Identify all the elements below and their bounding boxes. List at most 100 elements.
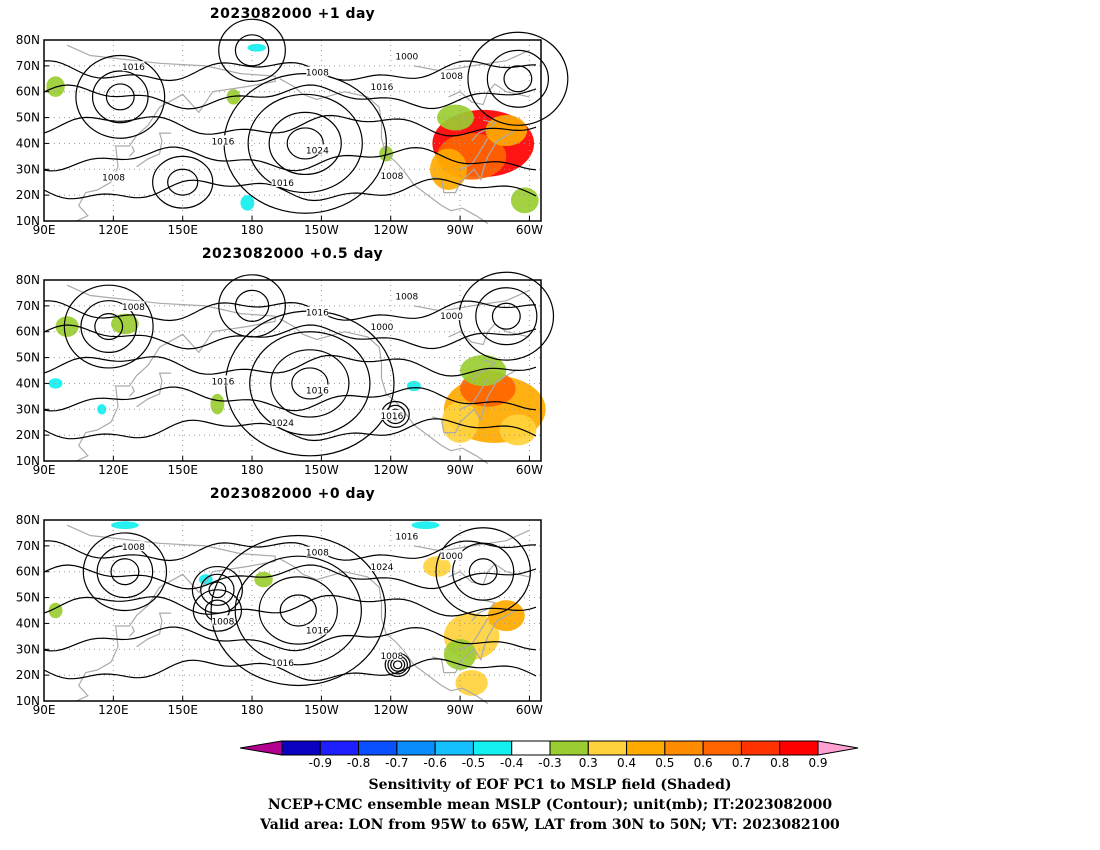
isobar-high bbox=[268, 111, 342, 176]
isobars bbox=[43, 527, 537, 687]
coastline bbox=[432, 369, 516, 434]
colorbar-swatch bbox=[664, 740, 704, 756]
isobar-high bbox=[192, 589, 243, 632]
isobar-low bbox=[63, 284, 154, 369]
sensitivity-shade bbox=[455, 669, 488, 696]
map-panel-3: 1008 1008 1016 1024 1000 1008 1016 1016 1008 80N 7… bbox=[16, 513, 543, 717]
sensitivity-shade bbox=[499, 414, 537, 446]
isobars bbox=[43, 18, 569, 214]
isobar-low bbox=[208, 581, 227, 599]
isobar-high bbox=[258, 576, 338, 645]
colorbar-tick-label: 0.8 bbox=[770, 756, 789, 770]
coastline bbox=[448, 563, 530, 586]
colorbar-tick-label: 0.4 bbox=[617, 756, 636, 770]
coastline bbox=[129, 385, 135, 397]
lat-tick-label: 40N bbox=[16, 616, 40, 630]
coastline bbox=[279, 78, 489, 225]
isobar-low bbox=[218, 274, 286, 338]
isobar-low bbox=[467, 31, 569, 126]
map-frame bbox=[43, 39, 542, 222]
coastline bbox=[459, 137, 489, 170]
lat-tick-label: 30N bbox=[16, 162, 40, 176]
coastline bbox=[448, 323, 530, 346]
sensitivity-shade bbox=[406, 380, 421, 392]
isobar-low bbox=[491, 302, 521, 330]
lat-tick-label: 60N bbox=[16, 85, 40, 99]
isobar-label: 1008 bbox=[306, 69, 329, 79]
lat-tick-label: 50N bbox=[16, 111, 40, 125]
isobar-label: 1024 bbox=[271, 419, 294, 429]
isobar-line bbox=[43, 84, 537, 110]
coastline bbox=[459, 377, 489, 410]
isobar-high bbox=[234, 555, 362, 666]
lon-tick-label: 150E bbox=[167, 463, 198, 477]
lon-tick-label: 150W bbox=[304, 463, 339, 477]
colorbar-arrow-left bbox=[240, 740, 283, 756]
coastline bbox=[136, 372, 172, 408]
lat-tick-label: 20N bbox=[16, 668, 40, 682]
lat-tick-label: 30N bbox=[16, 402, 40, 416]
colorbar-swatch bbox=[626, 740, 666, 756]
lat-tick-label: 50N bbox=[16, 351, 40, 365]
lon-tick-label: 90E bbox=[33, 463, 56, 477]
lat-tick-label: 70N bbox=[16, 59, 40, 73]
colorbar-swatch bbox=[587, 740, 628, 756]
isobar-high bbox=[291, 367, 329, 400]
map-frame bbox=[43, 279, 542, 462]
lat-tick-label: 70N bbox=[16, 299, 40, 313]
map-canvas: 1008 1008 1016 1024 1000 1008 1016 1016 1008 80N 7… bbox=[16, 513, 543, 717]
lon-tick-label: 120E bbox=[98, 463, 129, 477]
lat-tick-label: 20N bbox=[16, 428, 40, 442]
coastline bbox=[413, 289, 530, 312]
lon-tick-label: 150W bbox=[304, 223, 339, 237]
lat-tick-label: 70N bbox=[16, 539, 40, 553]
sensitivity-shade bbox=[430, 148, 468, 190]
lat-tick-label: 10N bbox=[16, 454, 40, 468]
sensitivity-shade bbox=[254, 571, 273, 588]
sensitivity-shade bbox=[423, 556, 451, 577]
isobar-label: 1016 bbox=[306, 626, 329, 636]
colorbar-tick-label: 0.9 bbox=[808, 756, 827, 770]
lon-tick-label: 120W bbox=[373, 463, 408, 477]
isobar-line bbox=[43, 540, 537, 562]
coastline bbox=[448, 83, 530, 106]
isobar-high bbox=[279, 594, 317, 627]
isobar-label: 1008 bbox=[102, 174, 125, 184]
lon-tick-label: 180 bbox=[241, 703, 264, 717]
lon-tick-label: 60W bbox=[516, 463, 543, 477]
caption-line-1: Sensitivity of EOF PC1 to MSLP field (Sh… bbox=[368, 777, 732, 793]
colorbar: -0.9 -0.8 -0.7 -0.6 -0.5 -0.4 -0.3 0.3 0.4 0.5 0.6… bbox=[240, 740, 859, 770]
colorbar-swatch bbox=[358, 740, 398, 756]
isobar-label: 1016 bbox=[306, 309, 329, 319]
sensitivity-shade bbox=[240, 195, 255, 211]
isobar-line bbox=[43, 564, 537, 590]
isobar-high bbox=[167, 168, 199, 196]
isobar-low bbox=[218, 18, 286, 82]
coastline bbox=[66, 44, 276, 222]
isobar-label: 1008 bbox=[380, 652, 403, 662]
lat-tick-label: 60N bbox=[16, 565, 40, 579]
grid-lines bbox=[44, 280, 541, 461]
isobar-line bbox=[43, 386, 537, 412]
colorbar-swatch bbox=[740, 740, 781, 756]
isobar-label: 1008 bbox=[380, 172, 403, 182]
isobar-low bbox=[91, 70, 149, 124]
panel-title: 2023082000 +0.5 day bbox=[201, 246, 384, 262]
isobar-high bbox=[249, 331, 371, 436]
isobar-label: 1016 bbox=[211, 377, 234, 387]
lat-tick-label: 80N bbox=[16, 33, 40, 47]
isobar-label: 1024 bbox=[306, 146, 329, 156]
isobar-line bbox=[43, 418, 537, 442]
colorbar-tick-label: 0.3 bbox=[579, 756, 598, 770]
map-canvas: 1008 1016 1008 1000 1000 1016 1016 1024 1016 80N 7… bbox=[16, 271, 555, 477]
caption-line-2: NCEP+CMC ensemble mean MSLP (Contour); u… bbox=[267, 797, 833, 813]
lon-tick-label: 120E bbox=[98, 703, 129, 717]
isobar-label: 1008 bbox=[440, 72, 463, 82]
sensitivity-shade bbox=[48, 378, 63, 389]
isobar-line bbox=[43, 594, 537, 617]
lat-tick-label: 80N bbox=[16, 273, 40, 287]
coastline bbox=[279, 558, 489, 705]
isobar-low bbox=[234, 289, 270, 322]
isobar-low bbox=[80, 300, 138, 354]
isobar-label: 1008 bbox=[122, 303, 145, 313]
